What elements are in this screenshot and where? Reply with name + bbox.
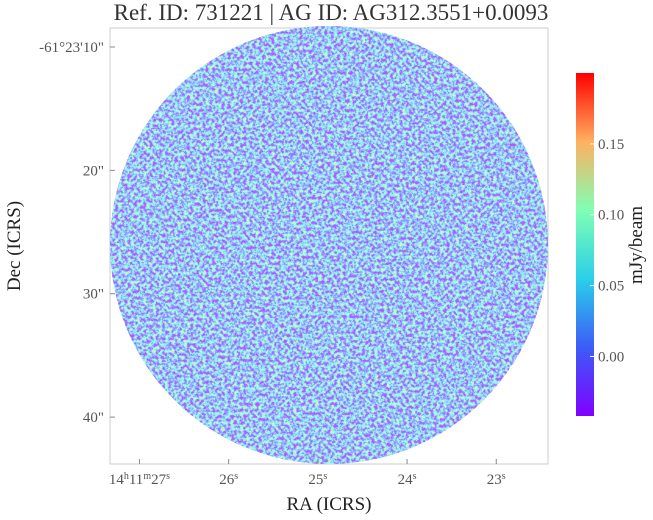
x-tick-label: 23s	[487, 471, 506, 489]
y-tick-label: 30"	[83, 287, 104, 303]
colorbar-tick-label: 0.00	[598, 349, 624, 365]
colorbar-tick-label: 0.15	[598, 137, 624, 153]
x-tick-label: 26s	[219, 471, 238, 489]
chart-title: Ref. ID: 731221 | AG ID: AG312.3551+0.00…	[114, 0, 549, 25]
x-tick-label: 14h11m27s	[109, 471, 170, 489]
y-tick-label: -61°23'10"	[39, 40, 104, 56]
colorbar-label: mJy/beam	[626, 206, 647, 284]
x-tick-label: 25s	[308, 471, 327, 489]
y-tick-label: 20"	[83, 163, 104, 179]
image-map	[110, 26, 548, 464]
colorbar	[576, 73, 594, 416]
y-axis-label: Dec (ICRS)	[4, 201, 25, 291]
x-tick-label: 24s	[398, 471, 417, 489]
x-axis-label: RA (ICRS)	[287, 494, 372, 515]
colorbar-tick-label: 0.10	[598, 208, 624, 224]
y-tick-label: 40"	[83, 410, 104, 426]
colorbar-tick-label: 0.05	[598, 279, 624, 295]
